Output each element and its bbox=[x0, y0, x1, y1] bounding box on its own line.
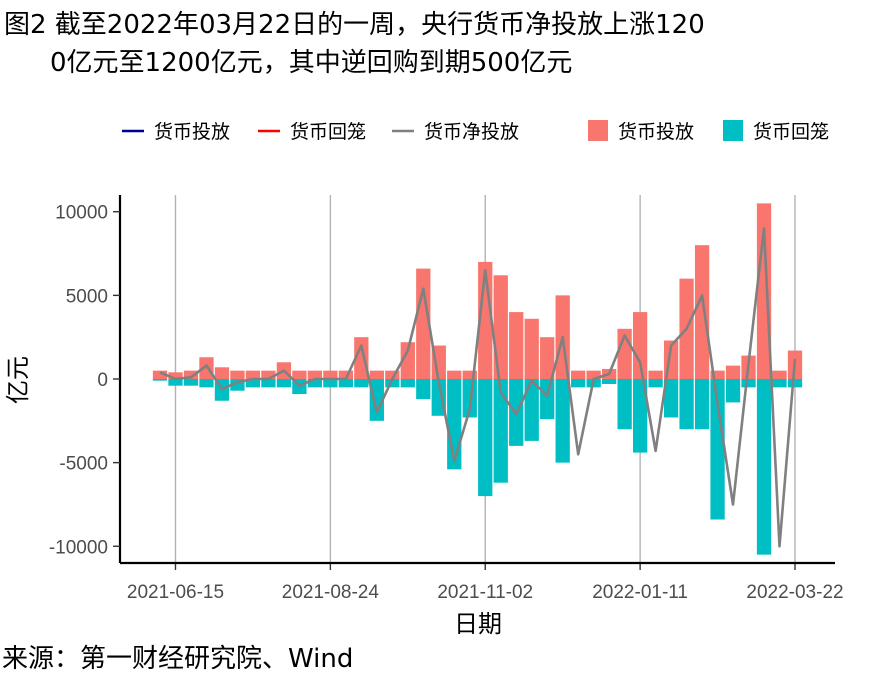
bar-injection bbox=[183, 370, 199, 379]
bar-injection bbox=[400, 342, 415, 379]
legend-bar-injection-key bbox=[588, 120, 608, 141]
legend-line-injection-label: 货币投放 bbox=[154, 121, 230, 143]
bar-withdrawal bbox=[648, 379, 663, 388]
chart-net-line bbox=[159, 227, 797, 548]
bar-withdrawal bbox=[183, 379, 199, 386]
bar-withdrawal bbox=[787, 379, 803, 388]
legend-bar-withdrawal-label: 货币回笼 bbox=[753, 121, 829, 143]
chart-legend: 货币投放 货币回笼 货币净投放 货币投放 货币回笼 bbox=[122, 120, 829, 143]
bar-withdrawal bbox=[323, 379, 338, 388]
y-tick-label: -5000 bbox=[59, 454, 108, 475]
y-tick-label: -10000 bbox=[49, 537, 108, 558]
chart-title: 图2 截至2022年03月22日的一周，央行货币净投放上涨120 0亿元至120… bbox=[4, 6, 874, 82]
bar-withdrawal bbox=[152, 379, 168, 381]
bar-withdrawal bbox=[199, 379, 214, 388]
bar-injection bbox=[323, 370, 338, 379]
bar-injection bbox=[338, 370, 353, 379]
x-tick-label: 2021-06-15 bbox=[127, 582, 224, 603]
bar-injection bbox=[756, 203, 772, 379]
bar-injection bbox=[524, 318, 539, 379]
bar-injection bbox=[416, 268, 431, 379]
bar-injection bbox=[369, 370, 384, 379]
bar-injection bbox=[509, 312, 524, 379]
bar-withdrawal bbox=[261, 379, 276, 388]
bar-withdrawal bbox=[555, 379, 570, 463]
bar-withdrawal bbox=[245, 379, 261, 388]
line-net-injection bbox=[159, 227, 797, 548]
y-tick-label: 0 bbox=[97, 370, 108, 391]
bar-withdrawal bbox=[524, 379, 539, 441]
bar-withdrawal bbox=[369, 379, 384, 421]
bar-injection bbox=[725, 365, 741, 379]
bar-withdrawal bbox=[772, 379, 787, 388]
bar-injection bbox=[199, 357, 214, 379]
bar-injection bbox=[648, 370, 663, 379]
bar-injection bbox=[214, 367, 230, 379]
bar-withdrawal bbox=[385, 379, 400, 388]
y-tick-label: 10000 bbox=[55, 203, 108, 224]
bar-withdrawal bbox=[632, 379, 648, 453]
bar-injection bbox=[168, 372, 183, 379]
legend-line-net-label: 货币净投放 bbox=[424, 121, 519, 143]
legend-line-withdrawal-label: 货币回笼 bbox=[290, 121, 366, 143]
y-tick-label: 5000 bbox=[66, 286, 108, 307]
bar-withdrawal bbox=[663, 379, 679, 418]
bar-injection bbox=[292, 370, 307, 379]
bar-withdrawal bbox=[276, 379, 292, 388]
bar-withdrawal bbox=[540, 379, 555, 420]
legend-bar-injection-label: 货币投放 bbox=[618, 121, 694, 143]
bar-injection bbox=[261, 370, 276, 379]
bar-withdrawal bbox=[756, 379, 772, 555]
y-axis-title: 亿元 bbox=[4, 356, 32, 404]
x-axis-title: 日期 bbox=[454, 610, 502, 638]
bar-injection bbox=[354, 337, 369, 379]
bar-withdrawal bbox=[725, 379, 741, 403]
chart-title-line-1: 图2 截至2022年03月22日的一周，央行货币净投放上涨120 bbox=[4, 10, 705, 40]
bar-injection bbox=[571, 370, 586, 379]
bar-withdrawal bbox=[617, 379, 632, 430]
bar-withdrawal bbox=[694, 379, 710, 430]
x-tick-label: 2021-08-24 bbox=[282, 582, 380, 603]
bar-injection bbox=[632, 312, 648, 379]
bar-injection bbox=[462, 370, 477, 379]
bar-injection bbox=[710, 370, 725, 379]
bar-withdrawal bbox=[400, 379, 415, 388]
bar-injection bbox=[586, 370, 601, 379]
legend-bar-withdrawal-key bbox=[723, 120, 743, 141]
bar-withdrawal bbox=[416, 379, 431, 400]
bar-injection bbox=[152, 370, 168, 379]
bar-withdrawal bbox=[493, 379, 508, 483]
bar-withdrawal bbox=[710, 379, 725, 520]
bar-withdrawal bbox=[571, 379, 586, 388]
x-tick-label: 2022-03-22 bbox=[746, 582, 843, 603]
bar-withdrawal bbox=[741, 379, 756, 388]
bar-withdrawal bbox=[602, 379, 617, 385]
bar-injection bbox=[493, 275, 508, 379]
bar-injection bbox=[694, 245, 710, 379]
bar-withdrawal bbox=[354, 379, 369, 388]
x-tick-label: 2021-11-02 bbox=[437, 582, 533, 603]
bar-withdrawal bbox=[478, 379, 493, 497]
bar-injection bbox=[245, 370, 261, 379]
bar-injection bbox=[540, 337, 555, 379]
bar-injection bbox=[385, 370, 400, 379]
bar-injection bbox=[230, 370, 245, 379]
chart-title-line-2: 0亿元至1200亿元，其中逆回购到期500亿元 bbox=[50, 48, 573, 78]
bar-injection bbox=[307, 370, 323, 379]
bar-injection bbox=[772, 370, 787, 379]
bar-withdrawal bbox=[307, 379, 323, 388]
chart-axes: 2021-06-15 2021-08-24 2021-11-02 2022-01-11… bbox=[4, 195, 844, 638]
bar-withdrawal bbox=[338, 379, 353, 388]
bar-withdrawal bbox=[168, 379, 183, 386]
bar-withdrawal bbox=[679, 379, 694, 430]
x-tick-label: 2022-01-11 bbox=[592, 582, 688, 603]
source-note: 来源：第一财经研究院、Wind bbox=[2, 644, 354, 674]
bar-withdrawal bbox=[230, 379, 245, 391]
bar-injection bbox=[447, 370, 462, 379]
